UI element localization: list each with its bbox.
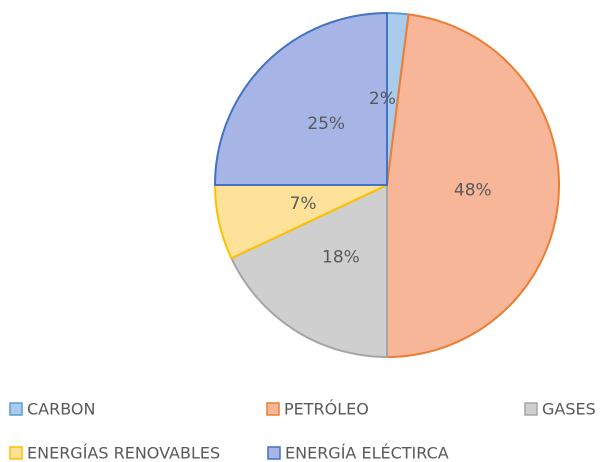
legend-label: GASES [542, 400, 596, 419]
data-label: 48% [454, 180, 492, 200]
legend-swatch [266, 402, 280, 416]
legend-swatch [524, 402, 538, 416]
pie-slice [230, 184, 388, 358]
data-label: 25% [307, 114, 345, 134]
legend-label: ENERGÍAS RENOVABLES [27, 444, 220, 462]
legend-label: ENERGÍA ELÉCTIRCA [285, 444, 449, 462]
data-label: 18% [322, 248, 360, 268]
pie-slice [386, 13, 560, 358]
data-label: 7% [290, 194, 317, 214]
legend-label: CARBON [27, 400, 96, 419]
pie-slice [214, 12, 388, 186]
legend-swatch [267, 446, 281, 460]
legend-swatch [9, 402, 23, 416]
legend-swatch [9, 446, 23, 460]
data-label: 2% [369, 89, 396, 109]
legend-label: PETRÓLEO [284, 400, 369, 419]
